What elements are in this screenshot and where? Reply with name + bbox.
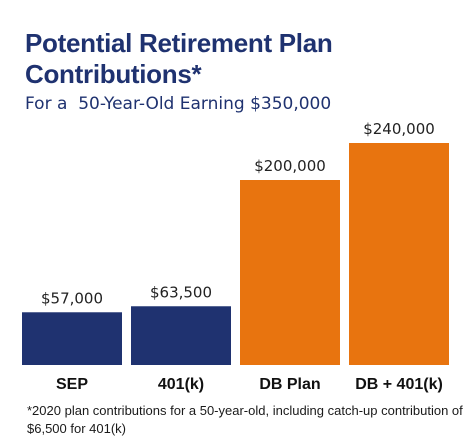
data-label: $63,500 — [150, 283, 212, 301]
chart-subtitle: For a 50-Year-Old Earning $350,000 — [25, 94, 332, 114]
data-label: $57,000 — [41, 289, 103, 307]
x-tick-label: 401(k) — [158, 376, 204, 393]
bar-db-plan — [240, 180, 340, 365]
x-tick-label: DB Plan — [259, 376, 320, 393]
x-tick-label: SEP — [56, 376, 88, 393]
chart-title: Potential Retirement Plan Contributions* — [25, 28, 333, 89]
bar-db-401-k — [349, 143, 449, 365]
data-label: $200,000 — [254, 157, 326, 175]
data-label: $240,000 — [363, 120, 435, 138]
bar-sep — [22, 312, 122, 365]
bar-401-k — [131, 306, 231, 365]
x-tick-label: DB + 401(k) — [355, 376, 443, 393]
chart-footnote: *2020 plan contributions for a 50-year-o… — [27, 403, 463, 436]
